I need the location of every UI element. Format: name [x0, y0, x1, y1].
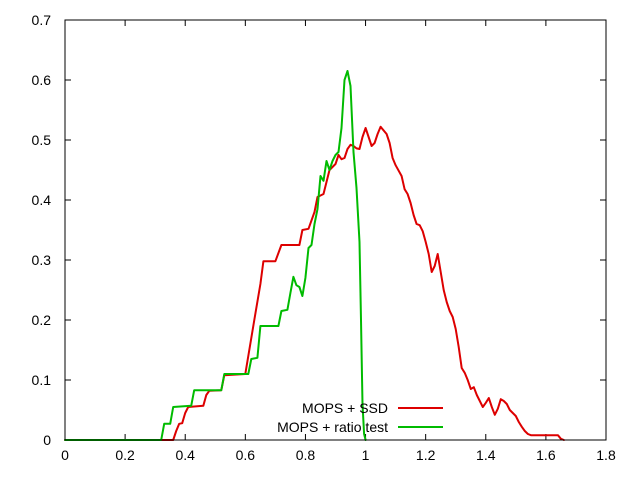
- x-tick-label: 0: [61, 447, 69, 463]
- y-tick-label: 0.4: [32, 192, 52, 208]
- y-tick-label: 0.2: [32, 312, 52, 328]
- series-group: [64, 70, 565, 441]
- series-line-2: [64, 70, 367, 441]
- x-tick-label: 1.2: [416, 447, 436, 463]
- y-tick-label: 0.6: [32, 72, 52, 88]
- y-tick-label: 0.3: [32, 252, 52, 268]
- x-tick-label: 0.6: [236, 447, 256, 463]
- x-tick-label: 1.8: [596, 447, 616, 463]
- legend: MOPS + SSD MOPS + ratio test: [277, 400, 443, 435]
- y-tick-label: 0.1: [32, 372, 52, 388]
- tick-labels: 0 0.2 0.4 0.6 0.8 1 1.2 1.4 1.6 1.8 0 0.1 0.2 0.3 0.4 0…: [32, 12, 616, 463]
- x-tick-label: 1.6: [536, 447, 556, 463]
- series-line-1: [64, 125, 565, 441]
- y-tick-label: 0.5: [32, 132, 52, 148]
- x-tick-label: 1: [362, 447, 370, 463]
- legend-label-2: MOPS + ratio test: [277, 419, 388, 435]
- y-tick-label: 0.7: [32, 12, 52, 28]
- legend-label-1: MOPS + SSD: [302, 400, 388, 416]
- plot-frame: [64, 19, 607, 441]
- x-tick-label: 0.2: [115, 447, 135, 463]
- x-tick-label: 0.4: [175, 447, 195, 463]
- x-tick-label: 1.4: [476, 447, 496, 463]
- y-tick-label: 0: [43, 432, 51, 448]
- x-tick-label: 0.8: [296, 447, 316, 463]
